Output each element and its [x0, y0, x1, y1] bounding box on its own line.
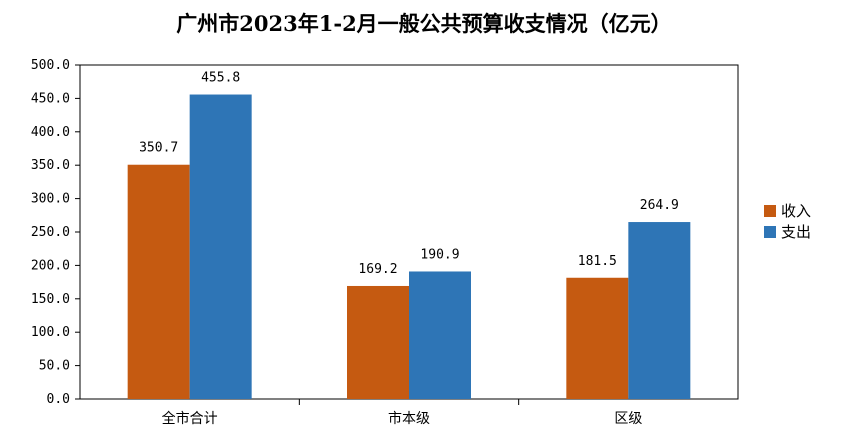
data-label: 169.2 [358, 262, 397, 277]
y-tick-label: 0.0 [47, 392, 70, 407]
bar-expense [409, 271, 471, 399]
y-tick-label: 100.0 [31, 325, 70, 340]
y-tick-label: 350.0 [31, 158, 70, 173]
chart-title: 广州市2023年1-2月一般公共预算收支情况（亿元） [176, 11, 672, 36]
x-category-label: 区级 [614, 411, 642, 427]
legend-label: 支出 [781, 223, 811, 241]
data-labels-group: 350.7 455.8 169.2 190.9 181.5 264.9 [139, 71, 679, 277]
data-label: 350.7 [139, 141, 178, 156]
data-label: 181.5 [578, 254, 617, 269]
bar-income [566, 277, 629, 399]
y-tick-label: 250.0 [31, 225, 70, 240]
category-labels-group: 全市合计 市本级 区级 [162, 410, 643, 427]
legend-swatch [764, 205, 776, 217]
bar-income [347, 285, 409, 399]
bar-expense [628, 222, 691, 399]
y-axis-ticks: 0.0 50.0 100.0 150.0 200.0 250.0 300.0 350.0 400… [31, 58, 80, 407]
bars-group [127, 94, 691, 399]
legend-label: 收入 [781, 202, 811, 220]
y-tick-label: 300.0 [31, 192, 70, 207]
data-label: 455.8 [201, 71, 240, 86]
data-label: 190.9 [420, 247, 459, 262]
y-tick-label: 50.0 [39, 359, 70, 374]
x-category-label: 市本级 [388, 410, 430, 427]
y-tick-label: 200.0 [31, 258, 70, 273]
bar-income [127, 164, 190, 399]
y-tick-label: 500.0 [31, 58, 70, 73]
legend-swatch [764, 226, 776, 238]
y-tick-label: 400.0 [31, 125, 70, 140]
data-label: 264.9 [640, 198, 679, 213]
y-tick-label: 150.0 [31, 292, 70, 307]
x-category-label: 全市合计 [162, 410, 218, 427]
bar-expense [189, 94, 252, 399]
y-tick-label: 450.0 [31, 91, 70, 106]
